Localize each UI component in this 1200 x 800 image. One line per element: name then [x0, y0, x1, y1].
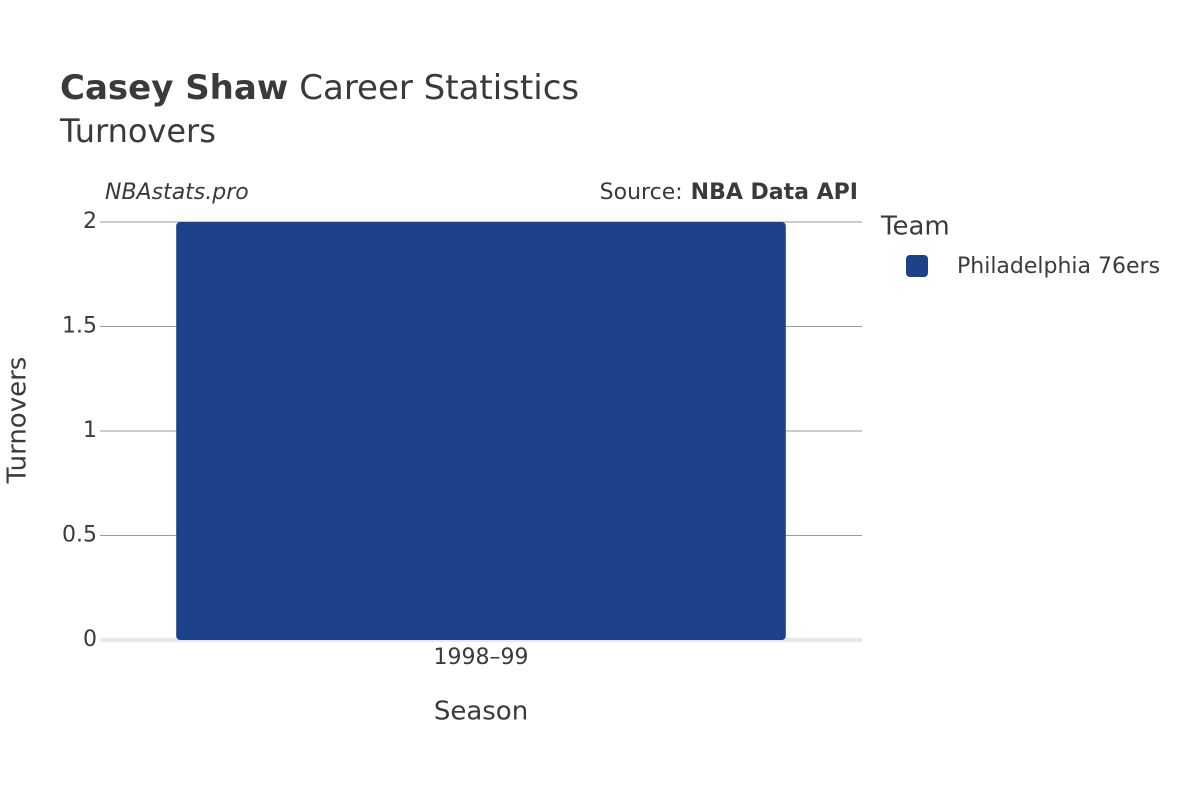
y-tick-label: 0: [83, 627, 97, 652]
source-label: Source:: [600, 180, 683, 205]
y-axis-label: Turnovers: [3, 357, 33, 485]
x-axis-label: Season: [434, 697, 528, 727]
bar: [176, 222, 786, 640]
y-tick-label: 2: [83, 209, 97, 234]
legend-title: Team: [880, 212, 950, 242]
title-rest: Career Statistics: [299, 68, 579, 108]
y-tick-label: 0.5: [62, 523, 97, 548]
x-tick-label: 1998–99: [434, 645, 529, 670]
legend-swatch: [906, 255, 928, 277]
source-name: NBA Data API: [691, 180, 858, 205]
legend-label: Philadelphia 76ers: [957, 254, 1160, 279]
y-tick-label: 1: [83, 418, 97, 443]
source: Source: NBA Data API: [600, 180, 858, 205]
watermark: NBAstats.pro: [105, 180, 249, 205]
y-tick-label: 1.5: [62, 314, 97, 339]
chart-subtitle: Turnovers: [59, 112, 216, 150]
chart-title: Casey Shaw Career Statistics: [60, 68, 579, 108]
title-name: Casey Shaw: [60, 68, 288, 108]
